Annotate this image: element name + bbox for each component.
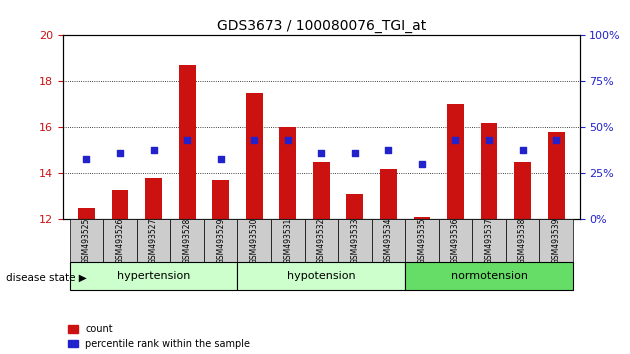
Bar [238,262,405,290]
Text: GSM493537: GSM493537 [484,217,493,264]
Text: GSM493530: GSM493530 [249,217,259,264]
Legend: count, percentile rank within the sample: count, percentile rank within the sample [68,324,250,349]
Bar [313,162,329,219]
Text: GSM493531: GSM493531 [284,217,292,264]
Point [517,147,527,152]
Point [149,147,159,152]
Text: normotension: normotension [450,271,527,281]
Bar [271,219,304,262]
Bar [137,219,170,262]
Bar [405,219,438,262]
Point [551,137,561,143]
Title: GDS3673 / 100080076_TGI_at: GDS3673 / 100080076_TGI_at [217,19,426,33]
Text: GSM493538: GSM493538 [518,217,527,264]
Point [81,156,91,161]
Bar [70,262,238,290]
Point [417,161,427,167]
Bar [304,219,338,262]
Bar [70,219,103,262]
Bar [413,217,430,219]
Bar [514,162,531,219]
Bar [179,65,195,219]
Bar [506,219,539,262]
Bar [238,219,271,262]
Text: GSM493539: GSM493539 [552,217,561,264]
Point [115,150,125,156]
Bar [170,219,204,262]
Point [484,137,494,143]
Bar [447,104,464,219]
Text: hypotension: hypotension [287,271,355,281]
Bar [438,219,472,262]
Text: GSM493525: GSM493525 [82,217,91,264]
Bar [539,219,573,262]
Point [383,147,393,152]
Point [215,156,226,161]
Bar [372,219,405,262]
Bar [547,132,564,219]
Bar [472,219,506,262]
Point [249,137,260,143]
Text: GSM493536: GSM493536 [451,217,460,264]
Bar [204,219,238,262]
Bar [212,181,229,219]
Bar [112,189,129,219]
Text: GSM493533: GSM493533 [350,217,359,264]
Bar [246,93,263,219]
Text: GSM493529: GSM493529 [216,217,225,264]
Bar [103,219,137,262]
Text: disease state ▶: disease state ▶ [6,273,87,283]
Point [283,137,293,143]
Text: GSM493534: GSM493534 [384,217,393,264]
Text: GSM493528: GSM493528 [183,218,192,264]
Text: GSM493535: GSM493535 [418,217,427,264]
Bar [380,169,397,219]
Text: GSM493527: GSM493527 [149,217,158,264]
Bar [338,219,372,262]
Point [450,137,461,143]
Bar [481,123,498,219]
Point [316,150,326,156]
Bar [145,178,162,219]
Bar [279,127,296,219]
Text: hypertension: hypertension [117,271,190,281]
Text: GSM493526: GSM493526 [115,217,125,264]
Bar [78,208,95,219]
Point [182,137,192,143]
Text: GSM493532: GSM493532 [317,217,326,264]
Bar [405,262,573,290]
Point [350,150,360,156]
Bar [346,194,364,219]
